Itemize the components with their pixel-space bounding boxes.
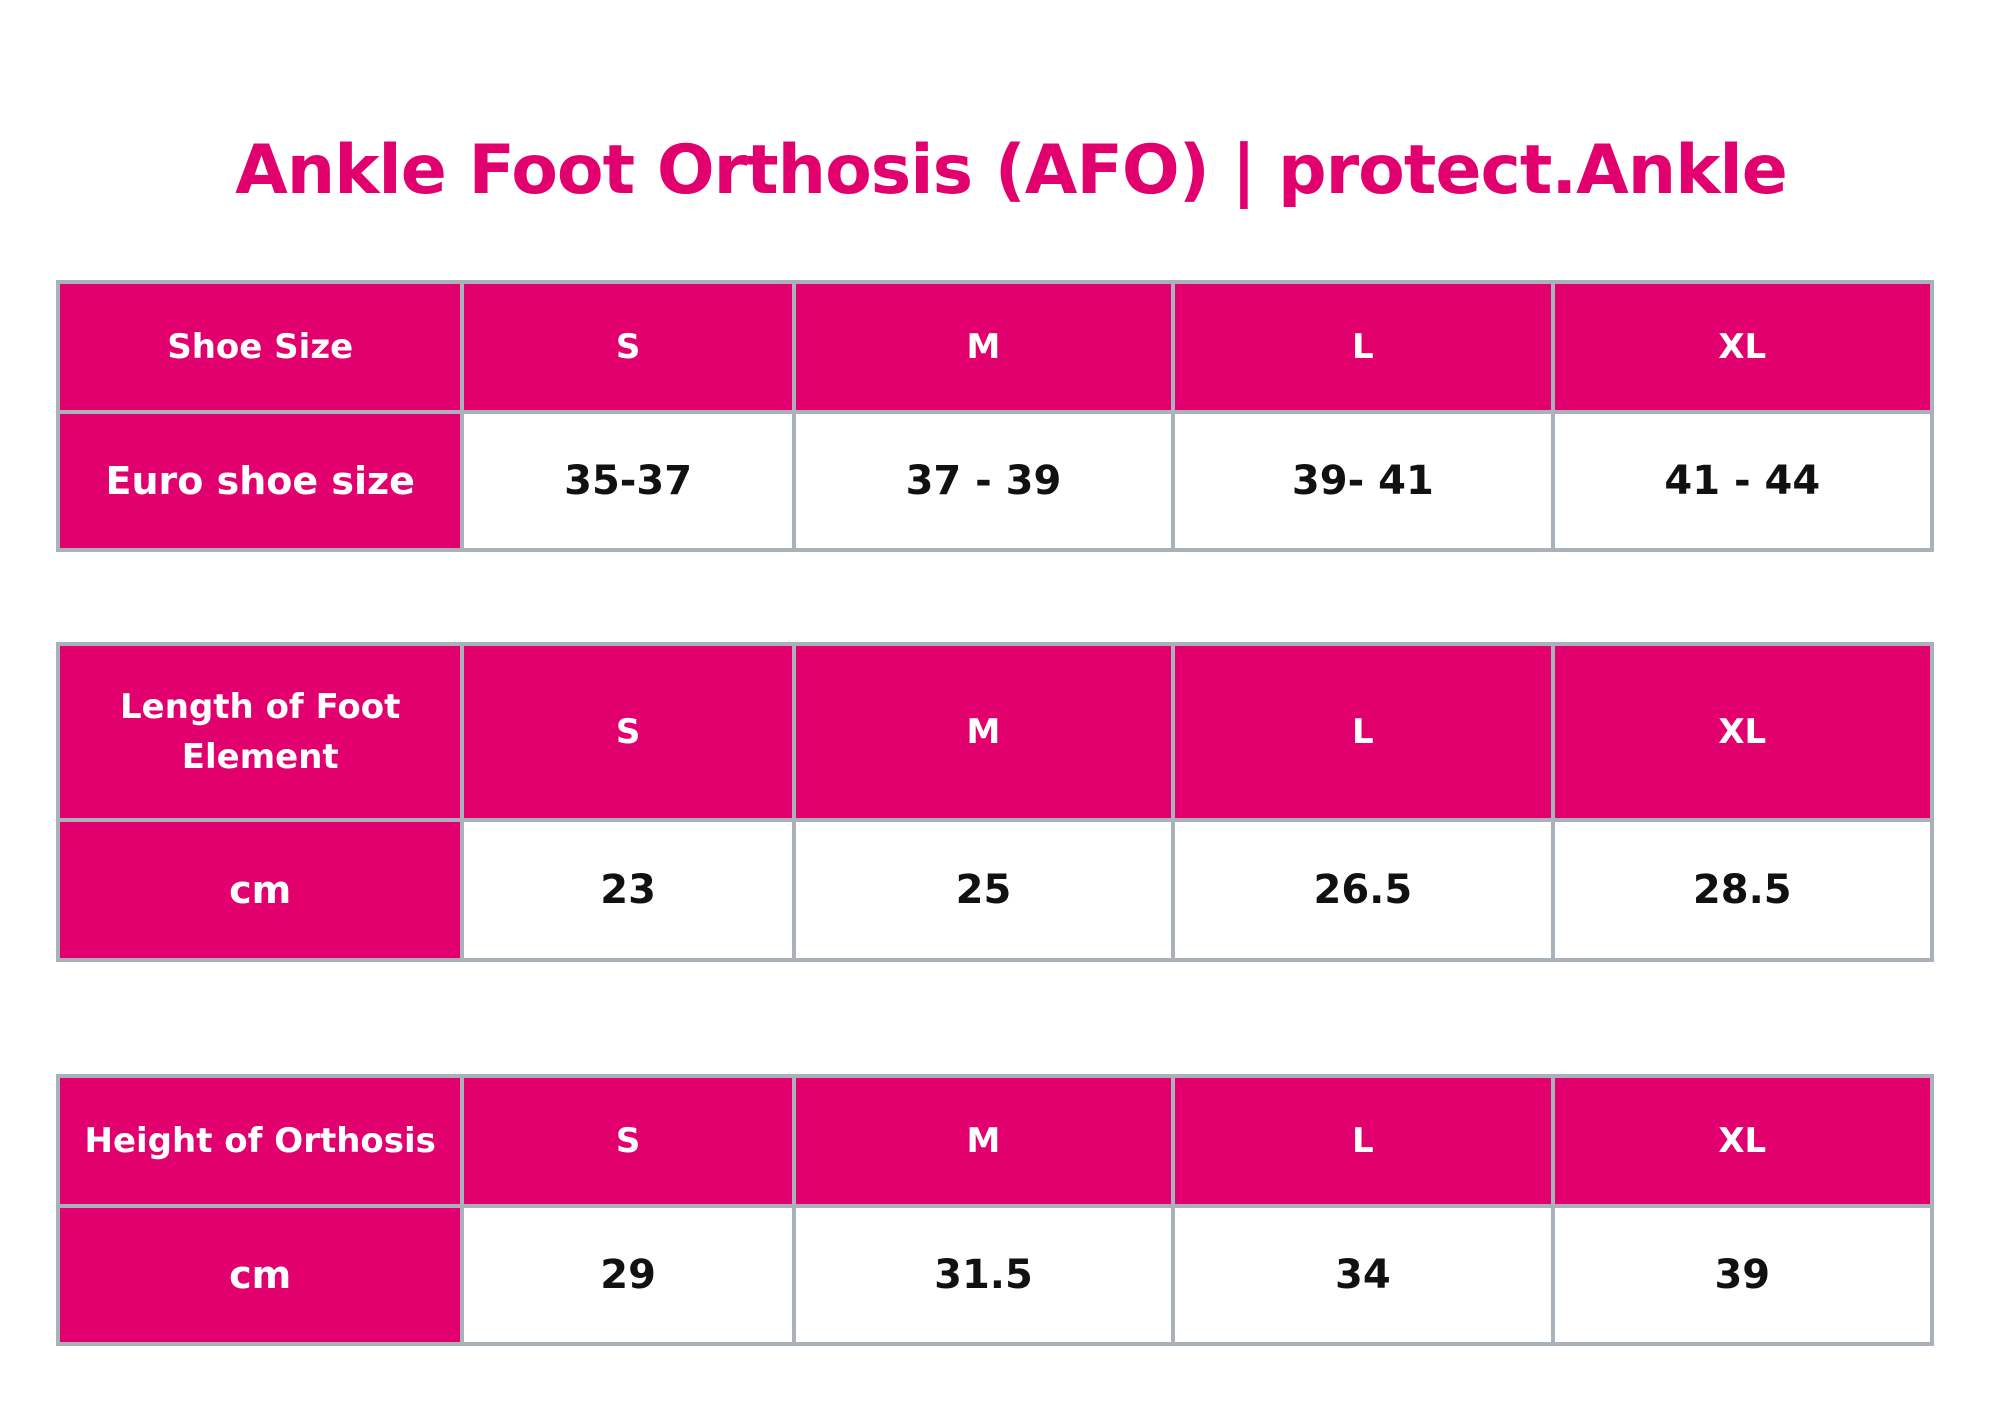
size-header-s: S — [460, 280, 796, 414]
value-cell-s: 35-37 — [460, 410, 796, 552]
value-cell-xl: 41 - 44 — [1550, 410, 1935, 552]
value-cell-s: 29 — [460, 1204, 796, 1346]
size-header-m: M — [791, 642, 1176, 822]
table-row: cm 23 25 26.5 28.5 — [55, 818, 1935, 962]
header-label-shoe-size: Shoe Size — [55, 280, 465, 414]
row-label-cm: cm — [55, 818, 465, 962]
value-cell-l: 39- 41 — [1171, 410, 1555, 552]
value-cell-s: 23 — [460, 818, 796, 962]
value-cell-m: 31.5 — [791, 1204, 1176, 1346]
row-label-euro-shoe-size: Euro shoe size — [55, 410, 465, 552]
value-cell-m: 25 — [791, 818, 1176, 962]
size-header-m: M — [791, 280, 1176, 414]
orthosis-height-table: Height of Orthosis S M L XL cm 29 31.5 3… — [55, 1074, 1935, 1346]
size-header-xl: XL — [1550, 1074, 1935, 1208]
foot-length-table: Length of Foot Element S M L XL cm 23 25… — [55, 642, 1935, 962]
size-header-l: L — [1171, 642, 1555, 822]
row-label-cm: cm — [55, 1204, 465, 1346]
size-header-s: S — [460, 642, 796, 822]
shoe-size-table: Shoe Size S M L XL Euro shoe size 35-37 … — [55, 280, 1935, 552]
value-cell-xl: 28.5 — [1550, 818, 1935, 962]
size-header-s: S — [460, 1074, 796, 1208]
table-row: cm 29 31.5 34 39 — [55, 1204, 1935, 1346]
table-header-row: Height of Orthosis S M L XL — [55, 1074, 1935, 1208]
table-header-row: Shoe Size S M L XL — [55, 280, 1935, 414]
size-header-l: L — [1171, 280, 1555, 414]
header-label-height-of-orthosis: Height of Orthosis — [55, 1074, 465, 1208]
value-cell-l: 34 — [1171, 1204, 1555, 1346]
size-header-l: L — [1171, 1074, 1555, 1208]
table-row: Euro shoe size 35-37 37 - 39 39- 41 41 -… — [55, 410, 1935, 552]
size-header-m: M — [791, 1074, 1176, 1208]
value-cell-l: 26.5 — [1171, 818, 1555, 962]
header-label-length-of-foot-element: Length of Foot Element — [55, 642, 465, 822]
size-header-xl: XL — [1550, 280, 1935, 414]
value-cell-xl: 39 — [1550, 1204, 1935, 1346]
value-cell-m: 37 - 39 — [791, 410, 1176, 552]
table-header-row: Length of Foot Element S M L XL — [55, 642, 1935, 822]
size-header-xl: XL — [1550, 642, 1935, 822]
page-title: Ankle Foot Orthosis (AFO) | protect.Ankl… — [235, 130, 1788, 210]
